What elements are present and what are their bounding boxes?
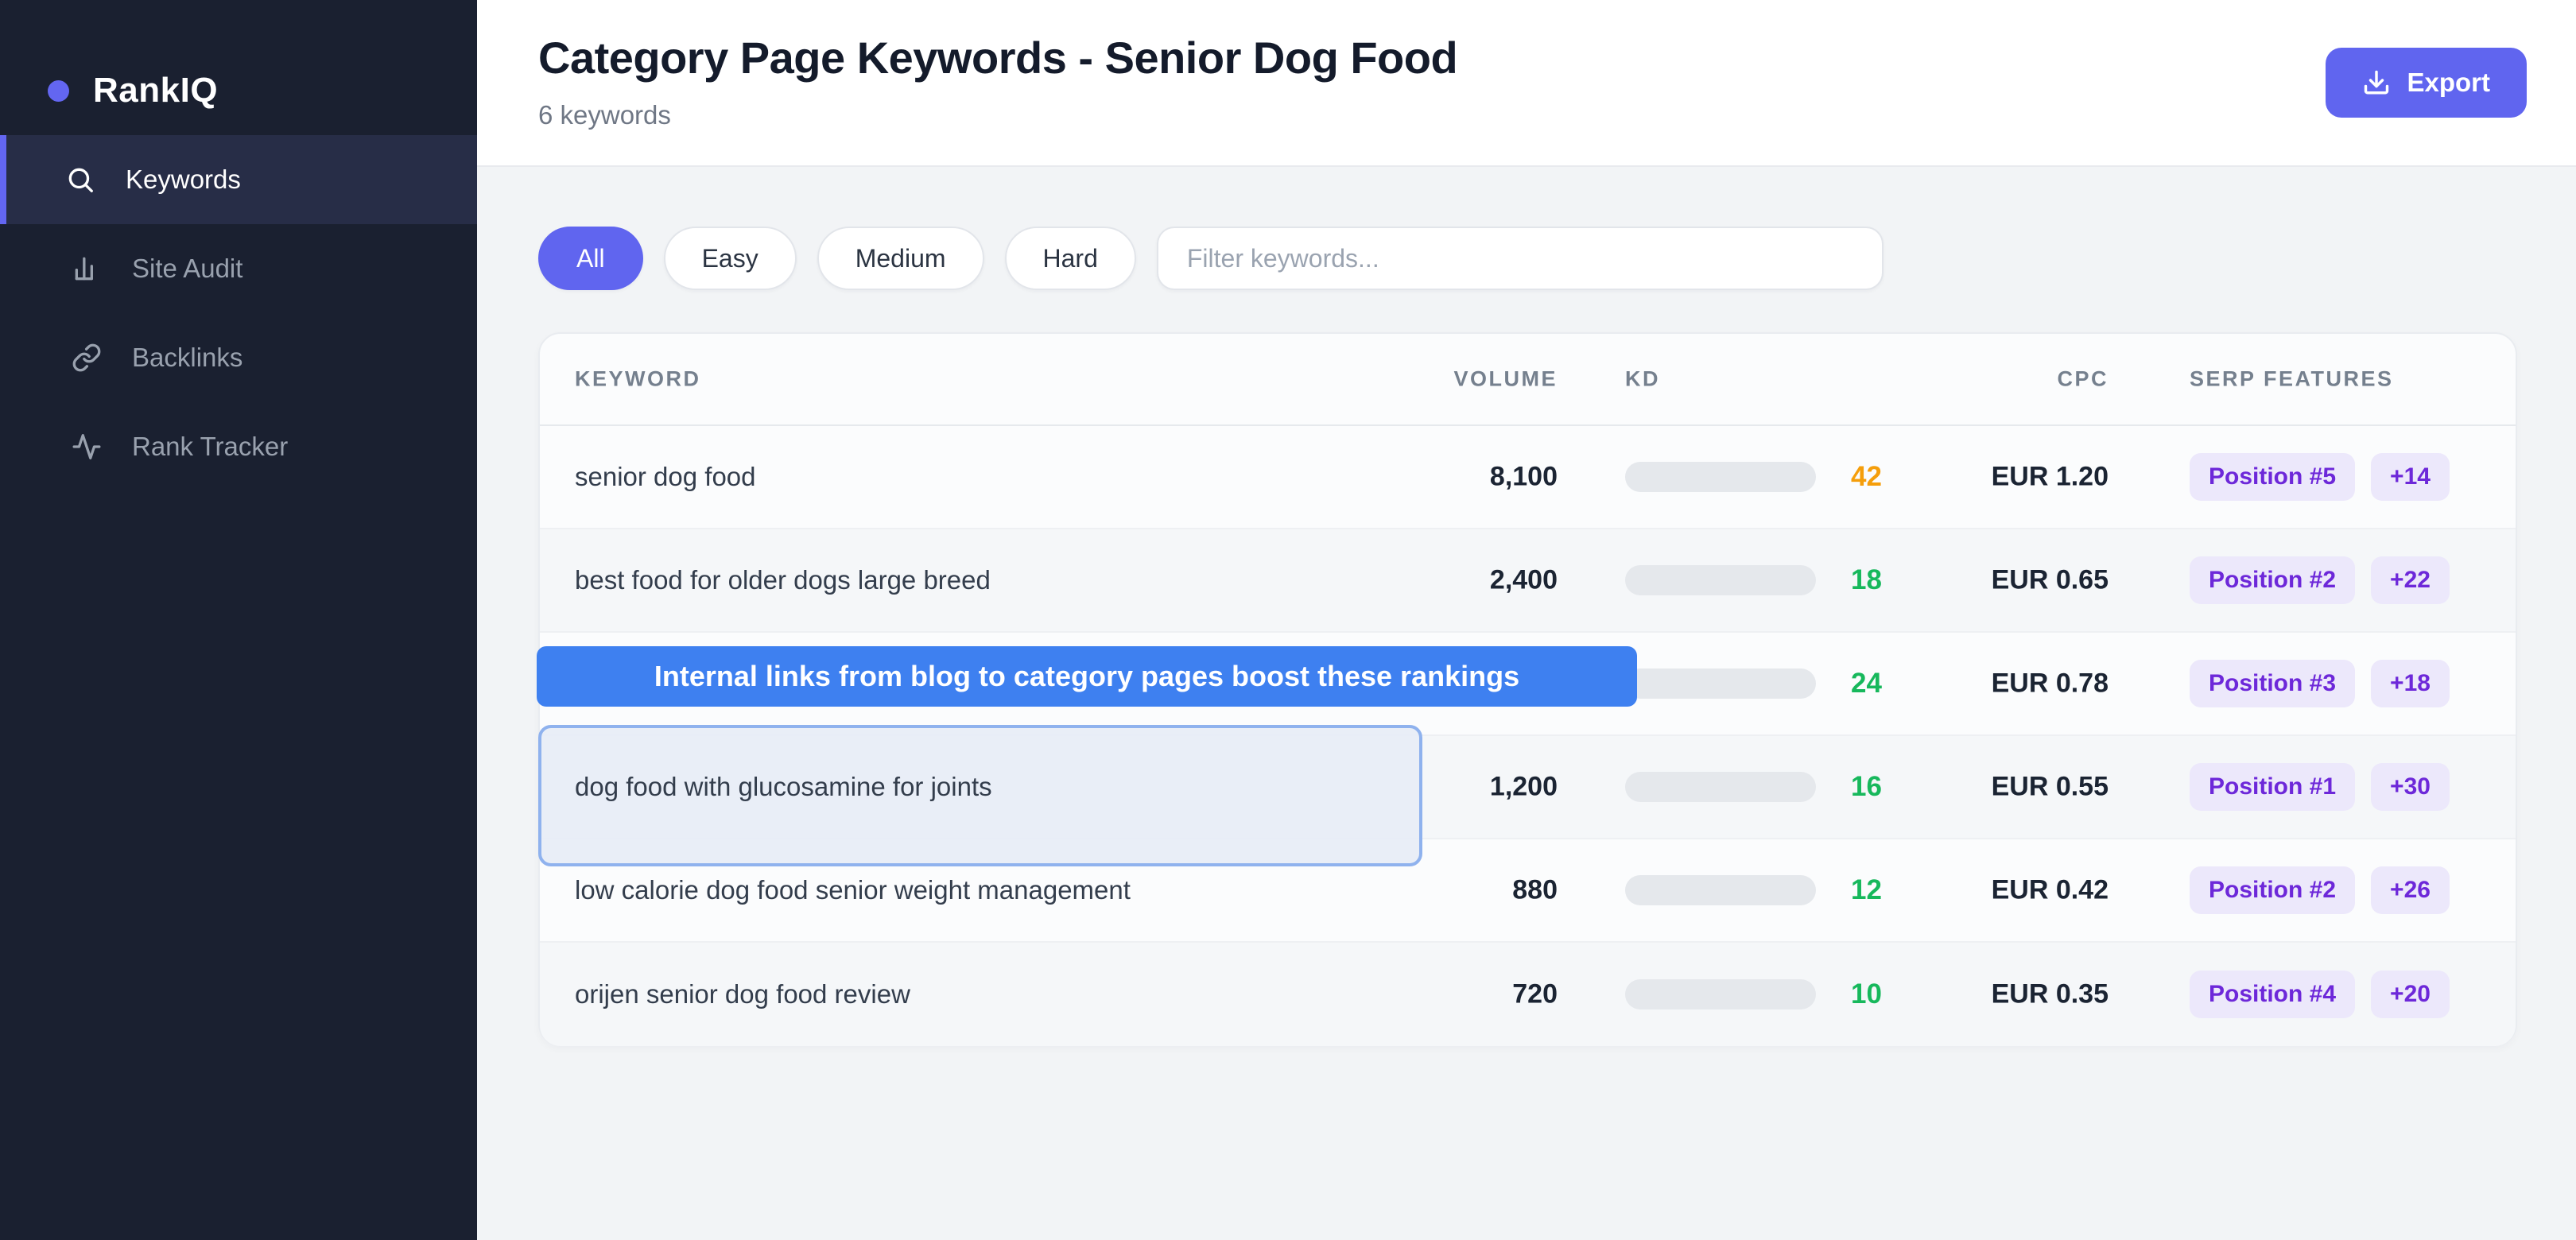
- col-header-keyword: KEYWORD: [575, 366, 701, 391]
- serp-extra-badge: +14: [2371, 453, 2450, 501]
- table-row[interactable]: low calorie dog food senior weight manag…: [540, 839, 2516, 943]
- keyword-filter-input[interactable]: [1156, 227, 1884, 290]
- position-badge: Position #2: [2190, 866, 2356, 914]
- sidebar-nav: Keywords Site Audit Backlinks Rank Track…: [0, 135, 477, 491]
- kd-value: 12: [1851, 874, 1882, 905]
- sidebar-item-backlinks[interactable]: Backlinks: [0, 313, 477, 402]
- sidebar-item-label: Rank Tracker: [132, 432, 289, 461]
- export-button[interactable]: Export: [2326, 48, 2527, 118]
- search-icon: [68, 168, 93, 192]
- brand-name: RankIQ: [93, 71, 219, 110]
- table-rows: senior dog food 8,100 42 EUR 1.20 Positi…: [540, 426, 2516, 1046]
- col-header-kd: KD: [1625, 366, 1660, 391]
- activity-icon: [72, 434, 101, 459]
- serp-extra-badge: +20: [2371, 971, 2450, 1018]
- keyword-cell: orijen senior dog food review: [575, 979, 910, 1009]
- filter-pill-hard[interactable]: Hard: [1004, 227, 1136, 290]
- kd-bar-track: [1625, 875, 1816, 905]
- kd-bar-track: [1625, 565, 1816, 595]
- cpc-cell: EUR 1.20: [1991, 461, 2109, 492]
- kd-bar-track: [1625, 772, 1816, 802]
- selected-row-highlight: [538, 725, 1422, 866]
- serp-extra-badge: +22: [2371, 556, 2450, 604]
- volume-cell: 2,400: [1489, 564, 1558, 595]
- keyword-cell: low calorie dog food senior weight manag…: [575, 875, 1131, 905]
- download-icon: [2365, 70, 2389, 95]
- table-row[interactable]: orijen senior dog food review 720 10 EUR…: [540, 943, 2516, 1046]
- page-title: Category Page Keywords - Senior Dog Food: [538, 33, 1458, 83]
- keywords-table: KEYWORD VOLUME KD CPC SERP FEATURES seni…: [538, 332, 2517, 1046]
- cpc-cell: EUR 0.35: [1991, 978, 2109, 1009]
- brand-logo: RankIQ: [0, 0, 477, 135]
- serp-extra-badge: +30: [2371, 763, 2450, 811]
- cpc-cell: EUR 0.55: [1991, 771, 2109, 802]
- volume-cell: 1,200: [1489, 771, 1558, 802]
- serp-features-cell: Position #2 +22: [2190, 556, 2450, 604]
- position-badge: Position #4: [2190, 971, 2356, 1018]
- serp-features-cell: Position #2 +26: [2190, 866, 2450, 914]
- sidebar: RankIQ Keywords Site Audit Backlinks Ran…: [0, 0, 477, 1240]
- sidebar-item-label: Backlinks: [132, 343, 243, 372]
- bar-chart-icon: [75, 257, 93, 281]
- sidebar-item-label: Site Audit: [132, 254, 243, 283]
- serp-features-cell: Position #4 +20: [2190, 971, 2450, 1018]
- export-button-label: Export: [2407, 68, 2490, 97]
- page-header: Category Page Keywords - Senior Dog Food…: [477, 0, 2576, 167]
- cpc-cell: EUR 0.78: [1991, 668, 2109, 699]
- kd-value: 24: [1851, 668, 1882, 699]
- sidebar-item-keywords[interactable]: Keywords: [0, 135, 477, 224]
- sidebar-item-rank-tracker[interactable]: Rank Tracker: [0, 402, 477, 491]
- filter-bar: All Easy Medium Hard: [538, 227, 1884, 290]
- serp-features-cell: Position #3 +18: [2190, 660, 2450, 707]
- keyword-count: 6 keywords: [538, 100, 671, 130]
- kd-bar-track: [1625, 462, 1816, 492]
- position-badge: Position #5: [2190, 453, 2356, 501]
- table-row[interactable]: 24 EUR 0.78 Position #3 +18: [540, 633, 2516, 736]
- filter-pill-medium[interactable]: Medium: [817, 227, 984, 290]
- table-row[interactable]: senior dog food 8,100 42 EUR 1.20 Positi…: [540, 426, 2516, 529]
- kd-bar-track: [1625, 979, 1816, 1009]
- filter-pill-all[interactable]: All: [538, 227, 643, 290]
- link-icon: [72, 343, 101, 372]
- volume-cell: 8,100: [1489, 461, 1558, 492]
- sidebar-item-site-audit[interactable]: Site Audit: [0, 224, 477, 313]
- kd-value: 10: [1851, 978, 1882, 1009]
- kd-value: 16: [1851, 771, 1882, 802]
- position-badge: Position #1: [2190, 763, 2356, 811]
- keyword-cell: best food for older dogs large breed: [575, 565, 991, 595]
- volume-cell: 880: [1512, 874, 1558, 905]
- position-badge: Position #2: [2190, 556, 2356, 604]
- serp-extra-badge: +18: [2371, 660, 2450, 707]
- keyword-cell: dog food with glucosamine for joints: [575, 772, 992, 801]
- kd-value: 42: [1851, 461, 1882, 492]
- cpc-cell: EUR 0.65: [1991, 564, 2109, 595]
- brand-dot-icon: [48, 79, 69, 102]
- volume-cell: 720: [1512, 978, 1558, 1009]
- kd-value: 18: [1851, 564, 1882, 595]
- filter-pill-easy[interactable]: Easy: [663, 227, 797, 290]
- cpc-cell: EUR 0.42: [1991, 874, 2109, 905]
- sidebar-item-label: Keywords: [126, 165, 241, 194]
- table-row[interactable]: best food for older dogs large breed 2,4…: [540, 529, 2516, 633]
- kd-bar-track: [1625, 668, 1816, 699]
- col-header-cpc: CPC: [2057, 366, 2109, 391]
- insight-tooltip: Internal links from blog to category pag…: [537, 646, 1637, 707]
- serp-features-cell: Position #1 +30: [2190, 763, 2450, 811]
- col-header-volume: VOLUME: [1453, 366, 1558, 391]
- serp-extra-badge: +26: [2371, 866, 2450, 914]
- table-header-row: KEYWORD VOLUME KD CPC SERP FEATURES: [540, 334, 2516, 426]
- keyword-cell: senior dog food: [575, 462, 756, 491]
- col-header-serp-features: SERP FEATURES: [2190, 366, 2394, 391]
- serp-features-cell: Position #5 +14: [2190, 453, 2450, 501]
- position-badge: Position #3: [2190, 660, 2356, 707]
